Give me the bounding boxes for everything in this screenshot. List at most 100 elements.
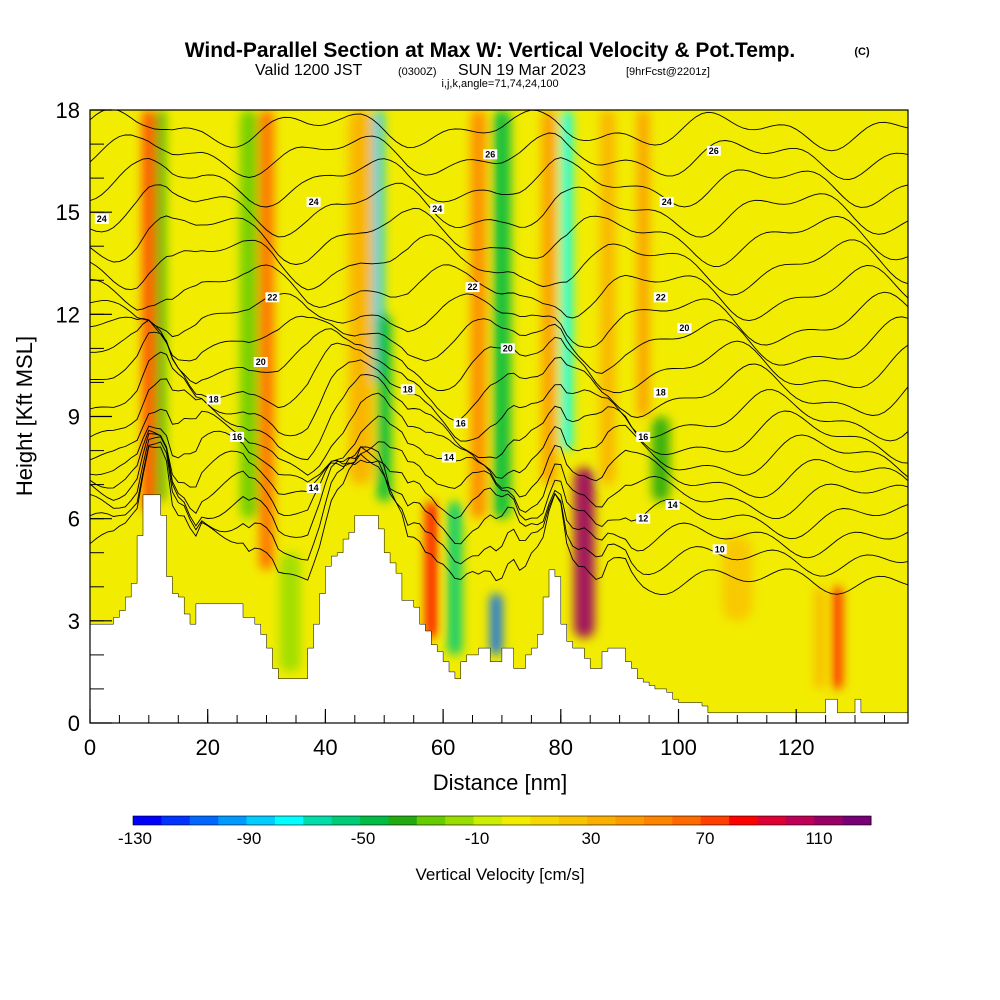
- isentrope-line: [90, 441, 908, 577]
- contour-label: 24: [309, 197, 319, 207]
- contour-label: 16: [456, 418, 466, 428]
- colorbar-swatch: [445, 816, 475, 825]
- colorbar-swatch: [615, 816, 645, 825]
- isentrope-labels: 24 24 24 24 26 26 22 22 22 20 20 20 18 18 18 16 16 16 14 14…: [94, 145, 727, 555]
- contour-label-bg: [430, 203, 445, 214]
- isentrope-line: [90, 157, 908, 208]
- contour-label: 20: [256, 357, 266, 367]
- x-tick-label: 40: [313, 735, 337, 760]
- colorbar-tick-label: -130: [118, 829, 152, 848]
- velocity-band: [541, 110, 557, 485]
- contour-label: 22: [267, 292, 277, 302]
- colorbar-swatch: [842, 816, 872, 825]
- colorbar-swatch: [473, 816, 503, 825]
- contour-label: 16: [638, 432, 648, 442]
- colorbar-swatch: [785, 816, 815, 825]
- contour-label-bg: [442, 452, 456, 463]
- contour-label-bg: [453, 418, 468, 429]
- contour-label-bg: [265, 292, 280, 303]
- contour-label: 24: [97, 214, 107, 224]
- colorbar-swatch: [814, 816, 844, 825]
- velocity-band: [493, 110, 511, 519]
- contour-label: 12: [638, 514, 648, 524]
- grid-indices: i,j,k,angle=71,74,24,100: [441, 78, 558, 90]
- y-tick-label: 9: [68, 405, 80, 430]
- colorbar-swatch: [274, 816, 304, 825]
- colorbar-swatch: [189, 816, 219, 825]
- velocity-band: [490, 593, 502, 655]
- contour-label: 22: [467, 282, 477, 292]
- colorbar-swatch: [643, 816, 673, 825]
- contour-label: 14: [668, 500, 678, 510]
- isentrope-line: [90, 331, 908, 422]
- velocity-band: [471, 110, 486, 519]
- isentrope-line: [90, 207, 908, 267]
- velocity-band: [156, 110, 165, 502]
- contour-label-bg: [206, 394, 221, 405]
- velocity-band: [600, 110, 616, 485]
- x-tick-label: 100: [660, 735, 697, 760]
- velocity-band: [348, 110, 373, 485]
- colorbar-title: Vertical Velocity [cm/s]: [415, 865, 584, 884]
- colorbar-swatch: [133, 816, 162, 825]
- isentrope-line: [90, 291, 908, 348]
- isentrope-line: [90, 110, 908, 152]
- contour-label: 18: [403, 384, 413, 394]
- valid-date: SUN 19 Mar 2023: [458, 62, 586, 79]
- velocity-band: [778, 110, 814, 451]
- colorbar-swatch: [360, 816, 389, 825]
- contour-label-bg: [636, 513, 651, 524]
- contour-label-bg: [706, 145, 721, 156]
- velocity-band: [560, 110, 573, 451]
- contour-label-bg: [653, 292, 668, 303]
- valid-utc: (0300Z): [398, 66, 437, 78]
- velocity-band: [425, 501, 438, 638]
- colorbar-tick-label: -90: [237, 829, 262, 848]
- colorbar-tick-label: -50: [351, 829, 376, 848]
- chart-title: Wind-Parallel Section at Max W: Vertical…: [185, 39, 796, 62]
- contour-label: 18: [656, 388, 666, 398]
- y-tick-label: 3: [68, 609, 80, 634]
- contour-label-bg: [306, 196, 321, 207]
- contour-label-bg: [665, 500, 680, 510]
- y-axis-ticks: 0 3 6 9 12 15 18: [56, 98, 112, 736]
- colorbar-swatch: [729, 816, 758, 825]
- colorbar-swatch: [530, 816, 560, 825]
- contour-label: 14: [309, 483, 319, 493]
- contour-label: 26: [709, 146, 719, 156]
- contour-label-bg: [712, 544, 727, 555]
- contour-label-bg: [306, 483, 321, 493]
- contour-label-bg: [400, 384, 415, 395]
- colorbar-frame: [132, 815, 872, 826]
- isentrope-line: [90, 319, 908, 394]
- isentrope-line: [90, 392, 908, 479]
- x-tick-label: 60: [431, 735, 455, 760]
- isentrope-line: [90, 132, 908, 180]
- colorbar-tick-label: 70: [696, 829, 715, 848]
- colorbar-tick-label: 110: [805, 829, 832, 848]
- x-axis-ticks: 0 20 40 60 80 100 120: [84, 709, 885, 760]
- colorbar-swatch: [672, 816, 702, 825]
- colorbar-swatch: [246, 816, 276, 825]
- y-tick-label: 15: [56, 200, 80, 225]
- velocity-band: [259, 110, 274, 570]
- isentrope-line: [90, 446, 908, 596]
- contour-label: 24: [662, 197, 672, 207]
- y-tick-label: 12: [56, 302, 80, 327]
- contour-label: 10: [715, 544, 725, 554]
- colorbar-swatch: [303, 816, 333, 825]
- isentrope-line: [90, 234, 908, 296]
- colorbar-tick-label: -10: [465, 829, 490, 848]
- isentrope-line: [90, 415, 908, 499]
- y-tick-label: 6: [68, 507, 80, 532]
- valid-prefix: Valid 1200 JST: [255, 62, 363, 79]
- x-tick-label: 120: [778, 735, 815, 760]
- x-tick-label: 0: [84, 735, 96, 760]
- velocity-band: [637, 110, 650, 417]
- contour-label: 20: [679, 323, 689, 333]
- colorbar-swatch: [587, 816, 617, 825]
- isentrope-line: [90, 315, 908, 374]
- y-tick-label: 0: [68, 711, 80, 736]
- contour-label-bg: [659, 196, 674, 207]
